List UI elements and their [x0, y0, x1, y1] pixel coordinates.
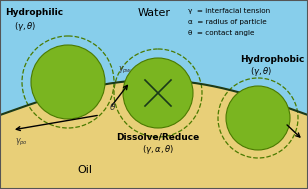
- Text: α  = radius of particle: α = radius of particle: [188, 19, 267, 25]
- Text: γ  = interfacial tension: γ = interfacial tension: [188, 8, 270, 14]
- Circle shape: [123, 58, 193, 128]
- Text: Hydrophobic: Hydrophobic: [240, 55, 304, 64]
- Text: Dissolve/Reduce: Dissolve/Reduce: [116, 133, 200, 142]
- Text: $(\gamma,\theta)$: $(\gamma,\theta)$: [250, 65, 272, 78]
- Text: $(\gamma,\alpha,\theta)$: $(\gamma,\alpha,\theta)$: [142, 143, 174, 156]
- Text: Oil: Oil: [78, 165, 92, 175]
- Text: $\theta$: $\theta$: [109, 101, 116, 112]
- Circle shape: [226, 86, 290, 150]
- Circle shape: [31, 45, 105, 119]
- Text: θ  = contact angle: θ = contact angle: [188, 30, 254, 36]
- Text: Hydrophilic: Hydrophilic: [5, 8, 63, 17]
- Text: $\gamma_{pw}$: $\gamma_{pw}$: [118, 65, 132, 76]
- Text: $(\gamma,\theta)$: $(\gamma,\theta)$: [14, 20, 36, 33]
- Text: Water: Water: [137, 8, 171, 18]
- Text: $\gamma_{po}$: $\gamma_{po}$: [15, 137, 28, 148]
